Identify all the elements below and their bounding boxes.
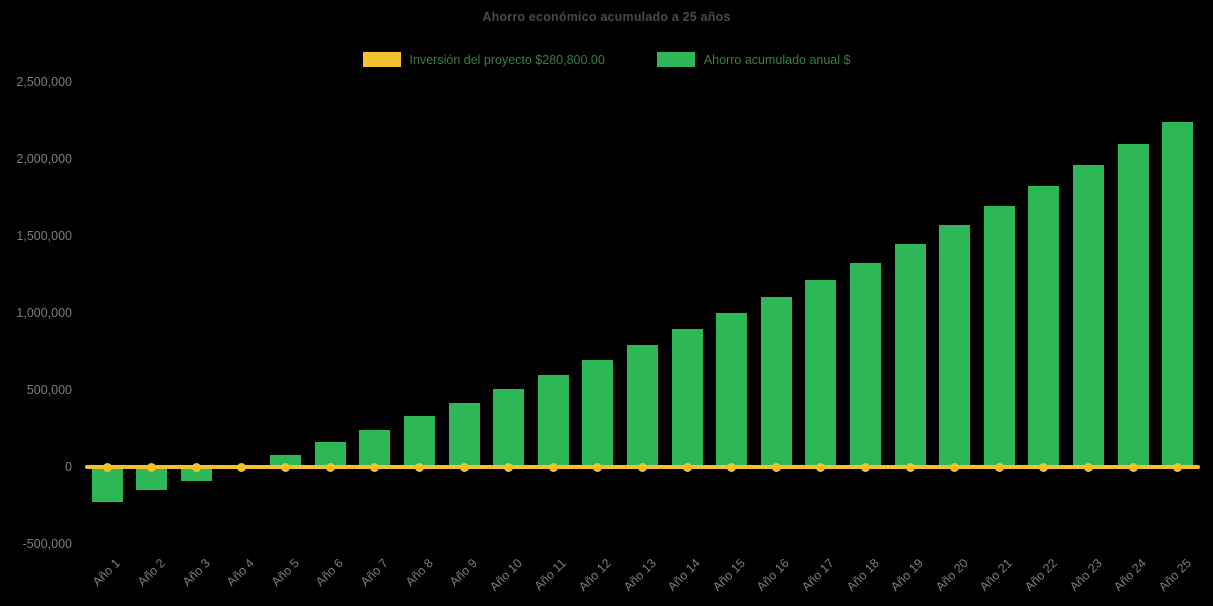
investment-line-marker: [682, 462, 692, 472]
bar-año-13[interactable]: [627, 344, 658, 467]
investment-line-marker: [1084, 462, 1093, 472]
investment-line-marker: [281, 462, 291, 472]
bar-año-1[interactable]: [91, 467, 123, 502]
investment-line-marker: [593, 462, 603, 472]
investment-line-marker: [771, 462, 781, 472]
legend-item-investment[interactable]: Inversión del proyecto $280,800.00: [362, 52, 605, 67]
investment-line-marker: [994, 462, 1004, 472]
investment-line-marker: [905, 462, 915, 472]
bar-año-9[interactable]: [448, 403, 480, 467]
bar-año-15[interactable]: [716, 313, 748, 467]
bar-año-20[interactable]: [939, 225, 971, 467]
bar-año-21[interactable]: [983, 205, 1015, 467]
bar-año-11[interactable]: [537, 375, 569, 467]
legend: Inversión del proyecto $280,800.00 Ahorr…: [0, 52, 1213, 67]
bar-año-22[interactable]: [1028, 185, 1060, 467]
y-axis-tick-label: -500,000: [22, 537, 72, 551]
investment-line-marker: [638, 462, 647, 472]
investment-line-marker: [102, 462, 112, 472]
investment-line-marker: [325, 462, 335, 472]
y-axis-tick-label: 1,000,000: [16, 306, 72, 320]
y-axis-tick-label: 500,000: [26, 383, 72, 397]
y-axis-tick-label: 1,500,000: [16, 229, 72, 243]
bar-año-23[interactable]: [1073, 165, 1104, 467]
bar-año-8[interactable]: [404, 416, 435, 467]
chart-title: Ahorro económico acumulado a 25 años: [482, 10, 731, 24]
investment-line-marker: [504, 462, 514, 472]
investment-line-marker: [415, 462, 424, 472]
bar-año-3[interactable]: [181, 467, 212, 481]
y-axis-tick-label: 2,500,000: [16, 75, 72, 89]
bar-año-25[interactable]: [1162, 122, 1194, 467]
investment-line-marker: [370, 462, 380, 472]
bar-año-5[interactable]: [270, 455, 302, 467]
investment-line-marker: [192, 462, 201, 472]
bar-año-2[interactable]: [136, 467, 168, 491]
y-axis-tick-label: 0: [65, 460, 72, 474]
bar-año-16[interactable]: [760, 296, 792, 467]
investment-line-marker: [548, 462, 558, 472]
legend-swatch-investment: [362, 52, 401, 67]
bar-año-17[interactable]: [805, 279, 837, 467]
investment-line-marker: [1128, 462, 1138, 472]
bar-año-10[interactable]: [493, 389, 525, 467]
investment-line-marker: [950, 462, 960, 472]
investment-line-marker: [1173, 462, 1183, 472]
investment-line-marker: [861, 462, 870, 472]
legend-label-investment: Inversión del proyecto $280,800.00: [409, 52, 605, 67]
investment-line-marker: [816, 462, 826, 472]
legend-swatch-savings: [656, 52, 695, 67]
investment-line-marker: [727, 462, 737, 472]
y-axis-tick-label: 2,000,000: [16, 152, 72, 166]
investment-line-marker: [1039, 462, 1049, 472]
legend-item-savings[interactable]: Ahorro acumulado anual $: [656, 52, 851, 67]
investment-line-marker: [236, 462, 246, 472]
bar-año-19[interactable]: [894, 243, 926, 467]
investment-line-marker: [147, 462, 157, 472]
legend-label-savings: Ahorro acumulado anual $: [703, 52, 851, 67]
bar-año-12[interactable]: [582, 359, 614, 467]
bar-año-18[interactable]: [850, 262, 881, 467]
bar-año-7[interactable]: [359, 430, 391, 467]
investment-line-marker: [459, 462, 469, 472]
x-axis-tick-label: Año 1: [90, 556, 124, 590]
bar-año-14[interactable]: [671, 329, 703, 467]
bar-año-24[interactable]: [1117, 144, 1149, 467]
